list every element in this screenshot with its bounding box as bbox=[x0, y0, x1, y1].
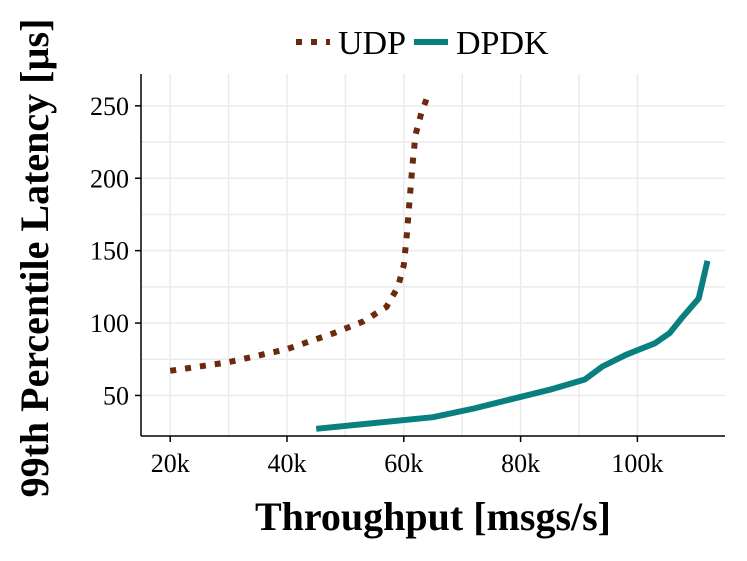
legend-label-udp: UDP bbox=[338, 25, 406, 62]
series-udp-line bbox=[169, 96, 431, 374]
y-axis-title: 99th Percentile Latency [µs] bbox=[12, 19, 57, 498]
x-tick-label: 20k bbox=[151, 449, 190, 478]
legend-label-dpdk: DPDK bbox=[456, 25, 549, 62]
series-dpdk-line bbox=[315, 260, 711, 432]
series-layer bbox=[169, 96, 711, 432]
x-tick-label: 40k bbox=[268, 449, 307, 478]
y-tick-label: 200 bbox=[90, 164, 129, 193]
y-tick-label: 50 bbox=[103, 381, 129, 410]
y-tick-label: 250 bbox=[90, 92, 129, 121]
x-tick-label: 60k bbox=[384, 449, 423, 478]
legend: UDP DPDK bbox=[296, 25, 549, 62]
axes bbox=[140, 74, 725, 437]
x-axis-title: Throughput [msgs/s] bbox=[255, 494, 611, 539]
ticks: 20k 40k 60k 80k 100k 50 100 150 200 250 bbox=[90, 92, 663, 478]
grid bbox=[141, 74, 725, 436]
x-tick-label: 80k bbox=[501, 449, 540, 478]
y-tick-label: 100 bbox=[90, 309, 129, 338]
x-tick-label: 100k bbox=[611, 449, 663, 478]
y-tick-label: 150 bbox=[90, 237, 129, 266]
